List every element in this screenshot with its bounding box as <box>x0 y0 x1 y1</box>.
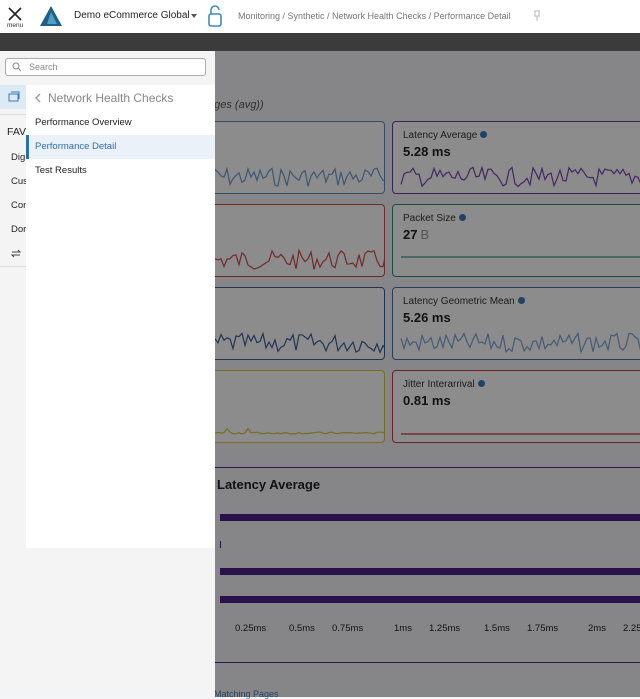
sparkline <box>401 433 640 435</box>
pin-icon[interactable] <box>533 10 541 21</box>
card-title-text: Latency Average <box>403 130 478 141</box>
nav-item[interactable]: Test Results <box>35 165 87 176</box>
swap-icon <box>11 249 21 258</box>
chart-panel: Latency Average <box>200 467 640 663</box>
nav-icon-active[interactable] <box>0 85 26 109</box>
card-title: Latency Average <box>403 130 488 141</box>
back-icon[interactable] <box>34 93 42 103</box>
org-name[interactable]: Demo eCommerce Global <box>74 10 190 21</box>
x-label: 1ms <box>394 623 412 634</box>
card-title-text: Latency Geometric Mean <box>403 296 515 307</box>
sparkline <box>208 166 384 187</box>
card-title: Latency Geometric Mean <box>403 296 525 307</box>
footer-link[interactable]: Matching Pages <box>214 689 279 699</box>
icon <box>8 91 20 102</box>
x-label: 2ms <box>588 623 606 634</box>
card <box>200 121 385 194</box>
fav-item[interactable]: Cus <box>11 176 28 187</box>
x-label: 1.75ms <box>527 623 559 634</box>
nav-item[interactable]: Performance Overview <box>35 117 132 128</box>
top-bar: menu Demo eCommerce Global Monitoring / … <box>0 0 640 33</box>
sparkline <box>208 331 384 355</box>
fav-item[interactable]: Dig <box>11 152 26 163</box>
x-label: 2.25 <box>623 623 640 634</box>
back-title[interactable]: Network Health Checks <box>48 91 174 105</box>
search-placeholder: Search <box>29 62 58 72</box>
card-value: 27 B <box>403 227 429 242</box>
x-label: 1.5ms <box>484 623 510 634</box>
breadcrumb: Monitoring / Synthetic / Network Health … <box>238 11 511 21</box>
bar <box>220 596 640 603</box>
fav-item[interactable]: Dor <box>11 224 27 235</box>
dropdown-caret <box>191 14 197 18</box>
menu-label: menu <box>7 22 24 29</box>
card-title-text: Packet Size <box>403 213 456 224</box>
x-label: 0.75ms <box>332 623 364 634</box>
info-icon <box>517 297 525 304</box>
search-icon <box>12 62 22 72</box>
fav-item[interactable]: Con <box>11 200 29 211</box>
card-title: Packet Size <box>403 213 466 224</box>
sparkline-path <box>208 427 384 435</box>
main-content: ages (avg)) Latency Average 5.28 ms Pack… <box>0 51 640 699</box>
metric-card: Latency Average 5.28 ms <box>392 121 640 194</box>
fav-label: FAV <box>7 126 27 138</box>
bar <box>220 514 640 521</box>
card-value: 5.28 ms <box>403 144 451 159</box>
sparkline-path <box>208 248 384 270</box>
sparkline-path <box>400 331 640 355</box>
x-label: 0.5ms <box>289 623 315 634</box>
logo <box>40 6 62 26</box>
sparkline <box>400 165 640 188</box>
dark-band <box>0 33 640 51</box>
bar <box>220 568 640 575</box>
info-icon <box>458 214 466 221</box>
metric-card: Packet Size 27 B <box>392 204 640 277</box>
sparkline <box>401 256 640 258</box>
bar <box>220 541 221 548</box>
x-label: 1.25ms <box>429 623 461 634</box>
sidebar: Search FAV Dig Cus Con Dor Network Healt… <box>0 51 215 697</box>
sparkline <box>208 427 384 435</box>
menu-icon[interactable] <box>6 6 24 22</box>
divider <box>0 114 26 115</box>
metric-card: Latency Geometric Mean 5.26 ms <box>392 287 640 360</box>
divider <box>0 266 26 267</box>
sparkline-path <box>208 331 384 355</box>
chart-title: Latency Average <box>217 477 321 492</box>
card-value-unit: B <box>420 227 430 242</box>
section-subtitle: ages (avg)) <box>208 99 264 111</box>
search-box[interactable]: Search <box>5 58 206 76</box>
info-icon <box>477 380 485 387</box>
metric-card: Jitter Interarrival 0.81 ms <box>392 370 640 443</box>
x-label: 0.25ms <box>235 623 267 634</box>
card-title: Jitter Interarrival <box>403 379 485 390</box>
card-value-number: 27 <box>403 227 418 242</box>
sparkline <box>208 248 384 270</box>
sparkline <box>400 331 640 355</box>
card-title-text: Jitter Interarrival <box>403 379 475 390</box>
nav-panel: Network Health Checks Performance Overvi… <box>26 85 215 548</box>
card-value: 5.26 ms <box>403 310 451 325</box>
card-value: 0.81 ms <box>403 393 451 408</box>
sparkline-path <box>400 165 640 188</box>
nav-item-active[interactable]: Performance Detail <box>26 135 215 159</box>
info-icon <box>480 131 488 138</box>
lock-icon[interactable] <box>207 4 223 28</box>
card <box>200 287 385 360</box>
sparkline-path <box>208 166 384 187</box>
